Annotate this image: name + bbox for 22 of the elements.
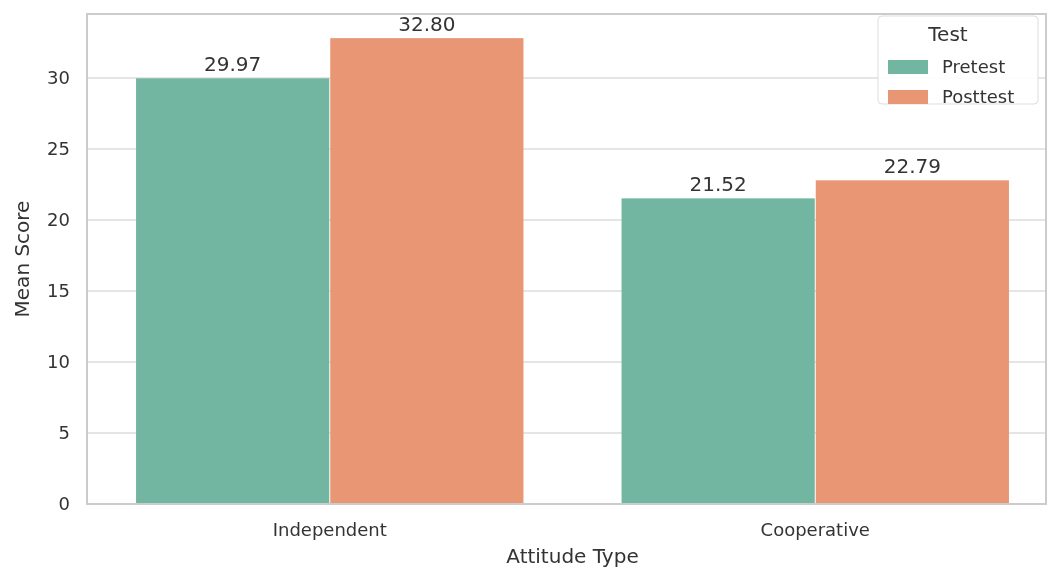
y-tick-label: 20	[47, 209, 70, 231]
y-tick-label: 5	[58, 422, 70, 444]
y-axis-title: Mean Score	[10, 200, 34, 318]
legend-title: Test	[927, 22, 968, 46]
bar	[621, 198, 815, 504]
text: 21.52	[689, 172, 747, 197]
text: 29.97	[204, 52, 262, 77]
x-axis-title: Attitude Type	[506, 544, 639, 568]
y-tick-label: 25	[47, 138, 70, 160]
y-tick-label: 10	[47, 351, 70, 373]
x-tick-label: Cooperative	[760, 519, 870, 540]
bar	[330, 38, 524, 504]
bar	[136, 78, 330, 504]
text: 32.80	[398, 12, 456, 37]
y-tick-label: 30	[47, 67, 70, 89]
legend-label: Pretest	[942, 56, 1006, 78]
y-tick-label: 15	[47, 280, 70, 302]
legend-label: Posttest	[942, 86, 1015, 108]
text: 22.79	[883, 154, 941, 179]
x-tick-label: Independent	[272, 519, 387, 540]
bar	[815, 180, 1009, 504]
y-tick-label: 0	[58, 493, 70, 515]
